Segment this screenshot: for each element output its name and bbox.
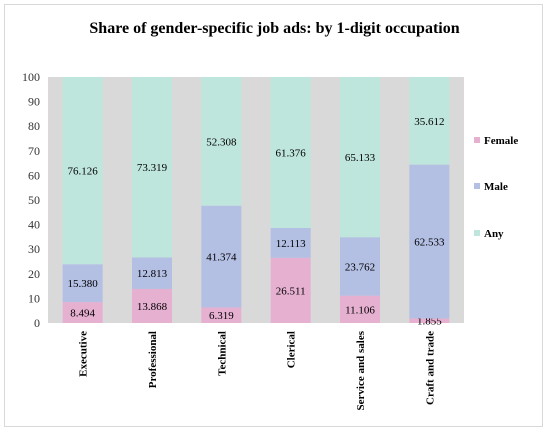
x-tick-label: Craft and trade: [424, 331, 436, 405]
bar-segment-any: [409, 77, 450, 165]
bar-segment-female: [132, 288, 172, 323]
data-label: 76.126: [68, 166, 99, 178]
x-tick-label: Professional: [147, 331, 159, 388]
legend-swatch-any: [474, 230, 480, 236]
bar-segment-female: [201, 307, 242, 323]
legend-swatch-female: [474, 137, 480, 143]
y-tick-label: 40: [28, 218, 40, 232]
bar-segment-male: [201, 205, 242, 308]
y-tick-label: 10: [28, 291, 40, 305]
data-label: 6.319: [209, 310, 234, 322]
y-tick-label: 90: [28, 95, 40, 109]
data-label: 52.308: [206, 136, 237, 148]
y-tick-label: 50: [28, 193, 40, 207]
bar-segment-male: [132, 257, 172, 289]
data-label: 15.380: [68, 278, 99, 290]
plot-area: [48, 77, 464, 323]
legend-label: Female: [484, 135, 518, 147]
bar-segment-any: [201, 76, 242, 206]
y-tick-label: 60: [28, 168, 40, 182]
data-label: 8.494: [70, 308, 95, 320]
data-label: 61.376: [276, 147, 307, 159]
y-tick-label: 30: [28, 242, 40, 256]
legend-label: Any: [484, 228, 504, 240]
y-tick-label: 80: [28, 119, 40, 133]
y-tick-label: 20: [28, 267, 40, 281]
bar-segment-any: [62, 77, 103, 265]
data-label: 11.106: [345, 304, 375, 316]
bar-segment-female: [270, 257, 311, 323]
data-label: 35.612: [414, 116, 444, 128]
data-label: 12.113: [276, 238, 306, 250]
bar-segment-female: [340, 295, 380, 323]
y-tick-label: 100: [22, 70, 40, 84]
data-label: 23.762: [345, 261, 375, 273]
bar-segment-any: [270, 77, 311, 228]
x-tick-label: Clerical: [286, 331, 298, 368]
data-label: 26.511: [276, 285, 306, 297]
data-label: 62.533: [414, 237, 445, 249]
data-label: 41.374: [206, 252, 237, 264]
legend-label: Male: [484, 181, 508, 193]
bar-segment-any: [132, 77, 172, 258]
bar-segment-male: [409, 164, 450, 319]
bar-segment-male: [270, 227, 311, 258]
data-label: 13.868: [137, 301, 168, 313]
bar-segment-female: [409, 318, 450, 323]
bar-segment-any: [340, 76, 380, 238]
bar-segment-male: [62, 264, 103, 303]
legend-swatch-male: [474, 183, 480, 189]
bar-segment-female: [62, 302, 103, 323]
bar-segment-male: [340, 237, 380, 296]
data-label: 73.319: [137, 162, 168, 174]
x-tick-label: Executive: [78, 331, 90, 377]
data-label: 1.855: [417, 316, 442, 328]
data-label: 65.133: [345, 152, 376, 164]
data-label: 12.813: [137, 268, 168, 280]
chart-title: Share of gender-specific job ads: by 1-d…: [89, 20, 460, 37]
y-tick-label: 0: [34, 316, 40, 330]
y-tick-label: 70: [28, 144, 40, 158]
x-tick-label: Technical: [216, 331, 228, 376]
x-tick-label: Service and sales: [355, 330, 367, 410]
